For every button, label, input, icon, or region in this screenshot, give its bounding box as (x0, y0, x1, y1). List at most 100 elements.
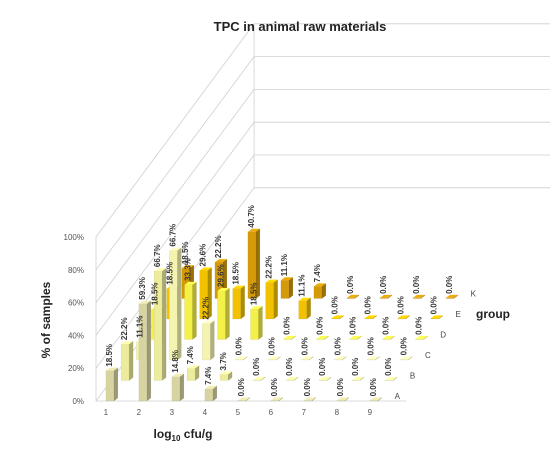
bar (400, 355, 413, 361)
data-label: 29.6% (199, 244, 208, 267)
data-label: 40.7% (247, 205, 256, 228)
group-label: A (395, 392, 401, 401)
bar (252, 376, 266, 381)
group-axis-title: group (476, 307, 510, 321)
data-label: 14.8% (171, 350, 180, 373)
data-label: 0.0% (237, 378, 246, 396)
data-label: 0.0% (303, 378, 312, 396)
data-label: 0.0% (369, 378, 378, 396)
x-tick-label: 8 (335, 408, 340, 417)
data-label: 29.6% (217, 264, 226, 287)
bar (219, 371, 233, 381)
group-label: C (425, 351, 431, 360)
bar (283, 335, 296, 340)
gridline (95, 56, 550, 271)
bar (268, 355, 281, 361)
bar (379, 294, 393, 299)
bar (367, 355, 380, 361)
data-label: 0.0% (382, 317, 391, 335)
data-label: 59.3% (138, 277, 147, 300)
bar (331, 314, 344, 320)
data-label: 0.0% (364, 296, 373, 314)
data-label: 18.5% (181, 241, 190, 264)
data-label: 0.0% (349, 317, 358, 335)
bar (301, 355, 314, 361)
bars (105, 228, 459, 402)
data-label: 22.2% (201, 297, 210, 320)
data-label: 0.0% (252, 358, 261, 376)
bar (153, 267, 167, 381)
data-label: 0.0% (379, 276, 388, 294)
data-label: 18.5% (151, 282, 160, 305)
x-axis-title-rest: cfu/g (180, 427, 212, 441)
bar (169, 247, 182, 361)
bar (430, 314, 443, 320)
data-label: 7.4% (186, 346, 195, 364)
data-label: 0.0% (445, 276, 454, 294)
bar (369, 396, 383, 402)
data-labels: 18.5% 22.2% 40.7% 11.1% 7.4% 0.0% 0.0% 0.0% 0.0%… (105, 205, 454, 396)
bar (105, 367, 119, 402)
x-tick-label: 6 (269, 408, 274, 417)
bar (336, 396, 350, 402)
x-tick-label: 1 (104, 408, 109, 417)
data-label: 0.0% (336, 378, 345, 396)
x-axis-title: log10 cfu/g (154, 427, 213, 443)
bar (313, 282, 327, 299)
bar (303, 396, 317, 402)
x-tick-label: 5 (236, 408, 241, 417)
bar (285, 376, 299, 381)
bar (199, 267, 212, 320)
data-label: 0.0% (285, 358, 294, 376)
group-labels: A B C D E K (395, 290, 477, 402)
bar (334, 355, 347, 361)
y-axis-title: % of samples (39, 281, 53, 358)
bar (346, 294, 360, 299)
bar (384, 376, 398, 381)
bar (217, 287, 230, 340)
data-label: 11.1% (280, 254, 289, 276)
data-label: 0.0% (384, 358, 393, 376)
x-tick-label: 4 (203, 408, 208, 417)
chart-title: TPC in animal raw materials (214, 19, 387, 34)
data-label: 0.0% (351, 358, 360, 376)
data-label: 11.1% (135, 316, 144, 338)
data-label: 66.7% (168, 224, 177, 247)
y-tick-label: 80% (68, 266, 84, 275)
bar (171, 373, 185, 402)
data-label: 18.5% (105, 344, 114, 367)
group-label: D (440, 331, 446, 340)
y-tick-label: 20% (68, 364, 84, 373)
data-label: 0.0% (316, 317, 325, 335)
bar (298, 297, 311, 320)
data-label: 0.0% (333, 337, 342, 355)
bar (270, 396, 284, 402)
bar (364, 314, 377, 320)
data-label: 0.0% (267, 337, 276, 355)
data-label: 11.1% (298, 275, 307, 297)
data-label: 18.5% (250, 282, 259, 305)
y-tick-label: 40% (68, 331, 84, 340)
x-axis-title-sub: 10 (172, 434, 181, 443)
bar (397, 314, 410, 320)
data-label: 7.4% (313, 264, 322, 282)
bar (318, 376, 332, 381)
data-label: 7.4% (204, 367, 213, 385)
bar (351, 376, 365, 381)
bar (382, 335, 395, 340)
bar (247, 228, 261, 299)
y-tick-label: 0% (72, 397, 84, 406)
bar (186, 364, 200, 381)
data-label: 22.2% (120, 317, 129, 340)
data-label: 0.0% (300, 337, 309, 355)
x-axis-title-base: log (154, 427, 172, 441)
bar (120, 340, 134, 381)
data-label: 18.5% (232, 262, 241, 285)
data-label: 22.2% (265, 256, 274, 279)
data-label: 66.7% (153, 244, 162, 267)
bar (204, 385, 218, 402)
group-label: K (471, 290, 477, 299)
group-label: E (455, 310, 460, 319)
data-label: 0.0% (397, 296, 406, 314)
bar (445, 294, 459, 299)
